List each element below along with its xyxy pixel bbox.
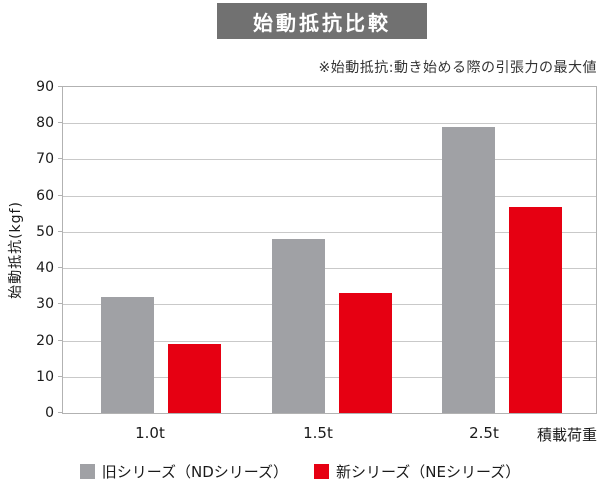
x-tick-label-1.5t: 1.5t — [303, 424, 333, 442]
bar-old-series-1.5t — [271, 239, 325, 413]
legend-swatch-old-series — [79, 464, 95, 479]
chart-title-box: 始動抵抗比較 — [217, 3, 427, 39]
x-tick-label-2.5t: 2.5t — [469, 424, 499, 442]
legend-entry-new-series: 新シリーズ（NEシリーズ） — [314, 461, 520, 482]
legend-entry-old-series: 旧シリーズ（NDシリーズ） — [79, 461, 289, 482]
x-axis-unit-label: 積載荷重 — [536, 426, 597, 444]
y-tick-mark-80 — [58, 122, 62, 123]
y-tick-mark-90 — [58, 86, 62, 87]
bar-new-series-1.5t — [338, 293, 392, 413]
gridline-y-40 — [63, 268, 596, 269]
chart-note: ※始動抵抗:動き始める際の引張力の最大値 — [318, 60, 597, 76]
y-tick-label-60: 60 — [36, 188, 54, 204]
bar-group-1.5t — [271, 239, 392, 413]
gridline-y-10 — [63, 377, 596, 378]
legend-label-old-series: 旧シリーズ（NDシリーズ） — [101, 463, 289, 481]
bar-group-2.5t — [441, 127, 562, 413]
y-tick-mark-20 — [58, 340, 62, 341]
bar-new-series-2.5t — [508, 207, 562, 413]
y-axis-title: 始動抵抗(kgf) — [8, 201, 24, 299]
y-tick-label-80: 80 — [36, 115, 54, 131]
y-tick-label-90: 90 — [36, 79, 54, 95]
chart-legend: 旧シリーズ（NDシリーズ） 新シリーズ（NEシリーズ） — [0, 461, 600, 482]
y-tick-label-30: 30 — [36, 296, 54, 312]
gridline-y-80 — [63, 123, 596, 124]
gridline-y-30 — [63, 304, 596, 305]
chart-title: 始動抵抗比較 — [253, 10, 391, 35]
y-tick-label-50: 50 — [36, 224, 54, 240]
x-tick-label-1.0t: 1.0t — [135, 424, 165, 442]
y-tick-label-70: 70 — [36, 151, 54, 167]
gridline-y-60 — [63, 196, 596, 197]
gridline-y-70 — [63, 159, 596, 160]
plot-area — [62, 86, 597, 414]
y-tick-mark-60 — [58, 195, 62, 196]
gridline-y-20 — [63, 341, 596, 342]
y-tick-mark-30 — [58, 303, 62, 304]
bar-old-series-2.5t — [441, 127, 495, 413]
y-tick-mark-10 — [58, 376, 62, 377]
y-tick-label-10: 10 — [36, 369, 54, 385]
y-tick-mark-40 — [58, 267, 62, 268]
legend-swatch-new-series — [314, 464, 330, 479]
y-tick-label-40: 40 — [36, 260, 54, 276]
gridline-y-50 — [63, 232, 596, 233]
bar-new-series-1.0t — [167, 344, 221, 413]
y-tick-mark-50 — [58, 231, 62, 232]
y-tick-label-20: 20 — [36, 333, 54, 349]
bar-old-series-1.0t — [100, 297, 154, 413]
y-tick-label-0: 0 — [45, 405, 54, 421]
y-tick-mark-0 — [58, 412, 62, 413]
legend-label-new-series: 新シリーズ（NEシリーズ） — [336, 463, 521, 481]
y-tick-mark-70 — [58, 158, 62, 159]
bar-group-1.0t — [100, 297, 221, 413]
